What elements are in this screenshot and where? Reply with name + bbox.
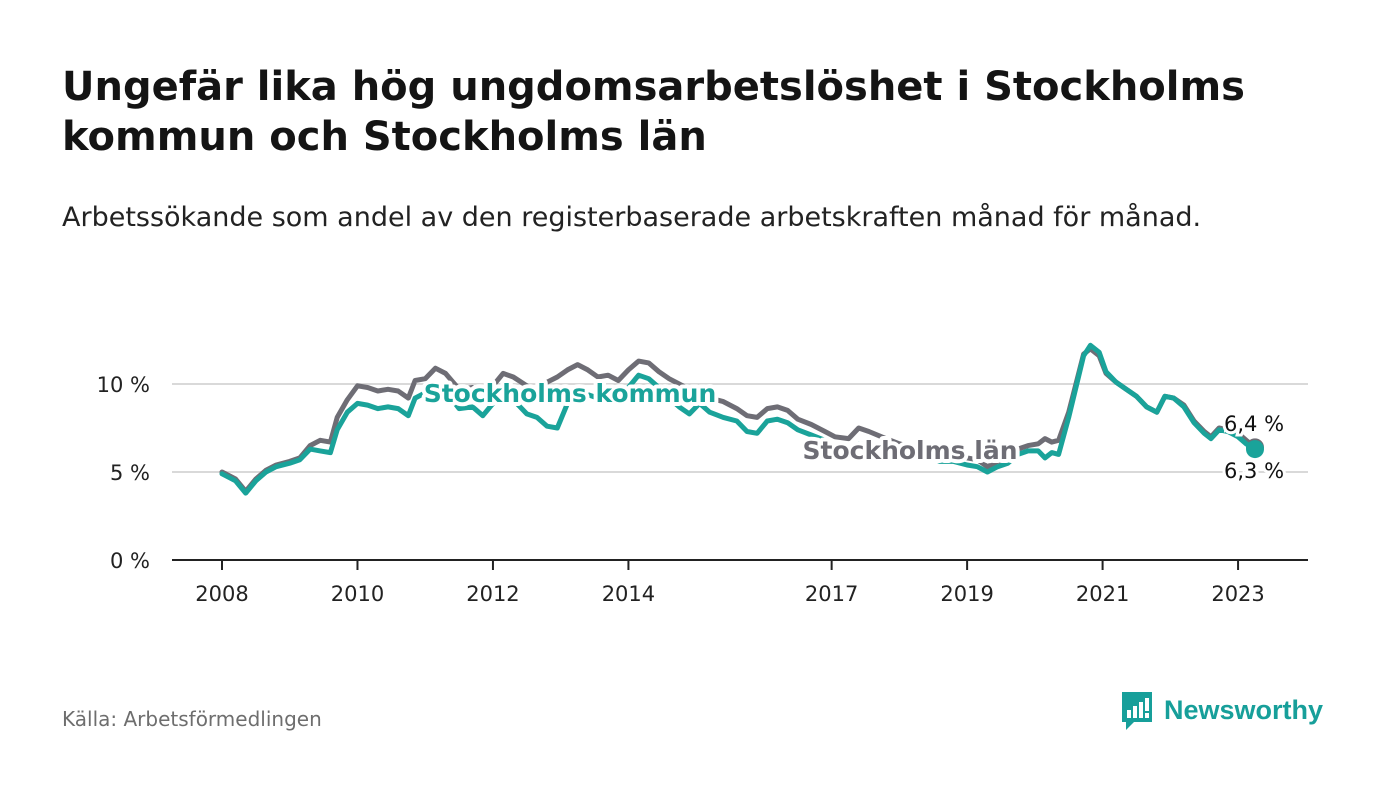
x-tick-label: 2017 [805, 582, 858, 606]
y-tick-label: 0 % [110, 549, 150, 573]
x-tick-label: 2012 [466, 582, 519, 606]
series-labels: Stockholms län Stockholms kommun 6,4 % 6,3 … [420, 375, 1287, 486]
series-line-kommun [219, 342, 1258, 496]
end-value-label: 6,3 % [1224, 459, 1284, 483]
chart-subtitle: Arbetssökande som andel av den registerb… [62, 202, 1202, 233]
x-tick-label: 2021 [1076, 582, 1129, 606]
y-tick-label: 10 % [97, 373, 150, 397]
series-label-kommun: Stockholms kommun [424, 379, 717, 408]
source-note: Källa: Arbetsförmedlingen [62, 707, 322, 731]
chart-title: Ungefär lika hög ungdomsarbetslöshet i S… [62, 64, 1245, 160]
newsworthy-logo-icon [1122, 692, 1152, 730]
end-marker [1246, 440, 1264, 459]
newsworthy-logo[interactable]: Newsworthy [1118, 688, 1323, 732]
y-tick-label: 5 % [110, 461, 150, 485]
x-tick-label: 2008 [195, 582, 248, 606]
x-tick-label: 2010 [331, 582, 384, 606]
x-axis: 2008 2010 2012 2014 2017 2019 2021 2023 [172, 559, 1308, 606]
x-tick-label: 2014 [602, 582, 655, 606]
x-tick-label: 2019 [940, 582, 993, 606]
x-tick-label: 2023 [1211, 582, 1264, 606]
series-label-lan: Stockholms län [803, 436, 1018, 465]
y-axis-ticks: 0 % 5 % 10 % [97, 373, 150, 573]
newsworthy-logo-text: Newsworthy [1164, 694, 1324, 725]
series-lines [219, 342, 1264, 496]
end-value-label: 6,4 % [1224, 412, 1284, 436]
